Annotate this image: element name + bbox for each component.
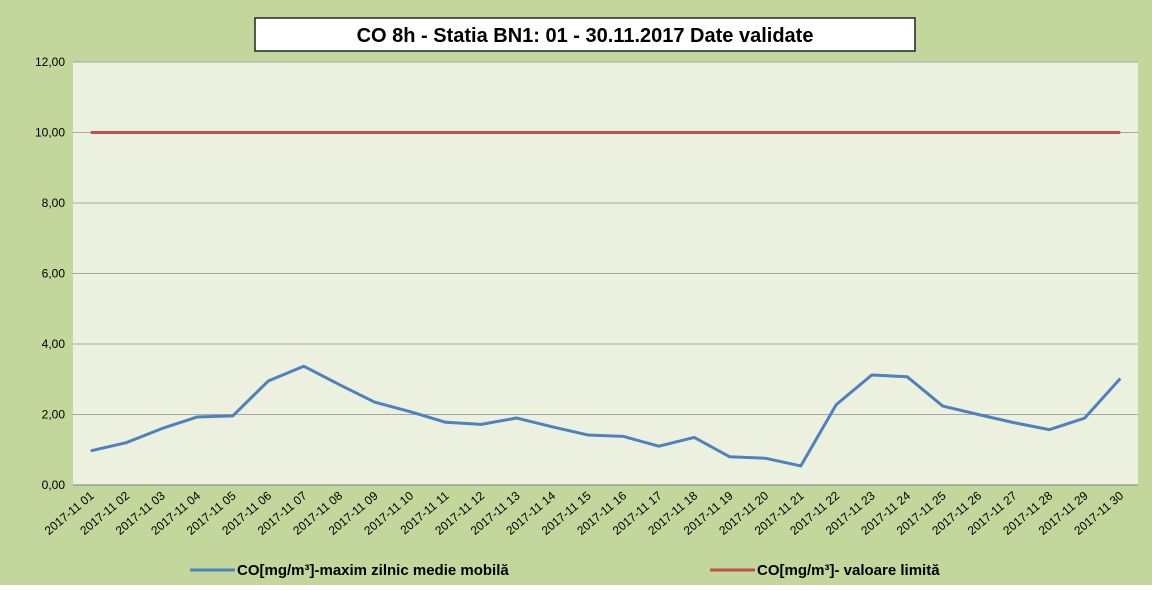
chart-title: CO 8h - Statia BN1: 01 - 30.11.2017 Date… [357, 25, 814, 47]
legend-label: CO[mg/m³]- valoare limită [757, 562, 940, 579]
y-tick-label: 6,00 [42, 267, 66, 281]
legend-label: CO[mg/m³]-maxim zilnic medie mobilă [237, 562, 509, 579]
y-tick-label: 10,00 [35, 126, 65, 140]
y-tick-label: 8,00 [42, 196, 66, 210]
y-tick-label: 2,00 [42, 408, 66, 422]
y-tick-label: 0,00 [42, 478, 66, 492]
title-box [254, 17, 916, 52]
y-tick-label: 4,00 [42, 337, 66, 351]
y-tick-label: 12,00 [35, 55, 65, 69]
series-line [90, 364, 1122, 468]
